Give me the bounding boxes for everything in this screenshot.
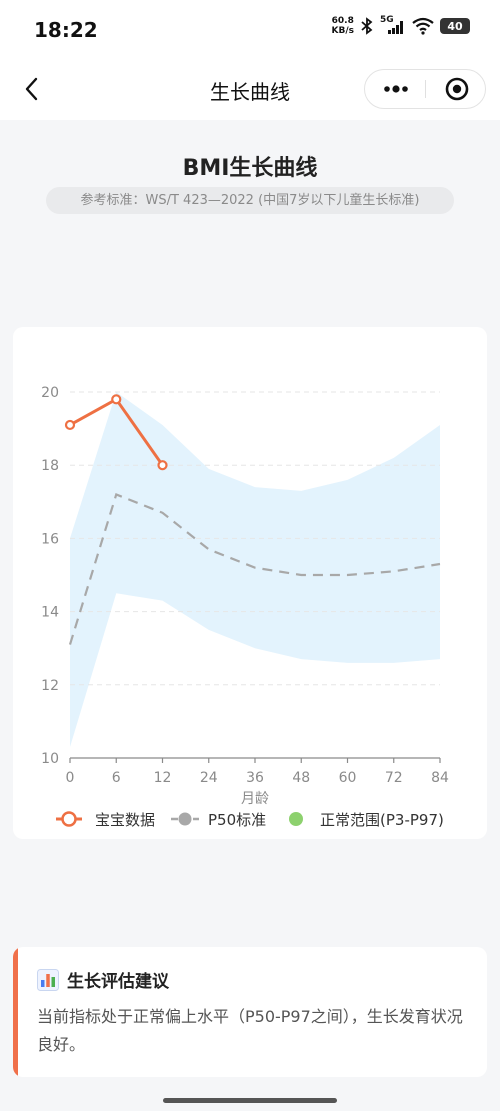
x-tick-label: 84 [431,770,449,786]
advice-title: 生长评估建议 [67,972,169,992]
advice-text: 当前指标处于正常偏上水平（P50-P97之间），生长发育状况良好。 [37,1007,463,1054]
network-speed-value: 60.8 [331,16,354,26]
signal-icon: 5G [380,15,406,35]
chart-card: 10 12 14 16 18 20 0 6 12 24 36 48 60 72 84 月龄宝宝数据 P50标准 正… [13,327,487,839]
capsule-divider [425,80,426,98]
home-indicator[interactable] [163,1098,337,1103]
reference-standard-badge: 参考标准：WS/T 423—2022 (中国7岁以下儿童生长标准) [46,187,454,214]
page-title: BMI生长曲线 [182,156,318,181]
more-options-icon[interactable] [365,70,425,108]
x-tick-label: 24 [200,770,218,786]
close-target-icon[interactable] [426,70,486,108]
baby-data-point [111,394,122,405]
p50-series-line [68,493,441,645]
y-tick-label: 18 [41,458,59,474]
network-speed: 60.8 KB/s [332,16,354,36]
legend-baby-label: 宝宝数据 [95,811,155,829]
x-tick-label: 36 [246,770,264,786]
wifi-icon [412,17,434,35]
advice-header: 生长评估建议 [37,967,169,992]
y-tick-label: 10 [41,751,59,767]
x-axis-label: 月龄 [241,791,269,807]
legend-range-marker [289,812,303,826]
advice-card: 生长评估建议 当前指标处于正常偏上水平（P50-P97之间），生长发育状况良好。 [13,947,487,1077]
normal-range-band [70,392,440,748]
bluetooth-icon [361,17,373,35]
nav-title: 生长曲线 [210,80,290,104]
back-arrow-icon[interactable] [18,74,48,104]
battery-icon: 40 [440,18,470,34]
x-tick-label: 12 [154,770,172,786]
bar-chart-icon [37,968,59,991]
x-tick-label: 48 [292,770,310,786]
x-tick-label: 0 [66,770,75,786]
y-tick-label: 20 [41,385,59,401]
y-tick-label: 16 [41,531,59,547]
legend-baby-marker [61,811,77,827]
status-time: 18:22 [34,18,98,42]
mini-program-capsule [364,69,486,109]
status-bar: 18:22 60.8 KB/s 5G 40 [0,0,500,60]
baby-data-point [64,419,76,431]
baby-data-point [157,460,168,471]
legend-p50-marker [178,812,192,826]
x-tick-label: 72 [385,770,403,786]
navigation-bar: 生长曲线 [0,60,500,120]
network-speed-unit: KB/s [331,26,354,36]
status-icons: 60.8 KB/s 5G 40 [332,15,470,36]
legend-range-label: 正常范围(P3-P97) [320,811,444,829]
x-tick-label: 6 [112,770,121,786]
legend-p50-label: P50标准 [208,811,266,829]
advice-accent-bar [13,947,18,1077]
network-type: 5G [380,15,394,25]
y-tick-label: 14 [41,605,59,621]
y-tick-label: 12 [41,678,59,694]
x-tick-label: 60 [339,770,357,786]
